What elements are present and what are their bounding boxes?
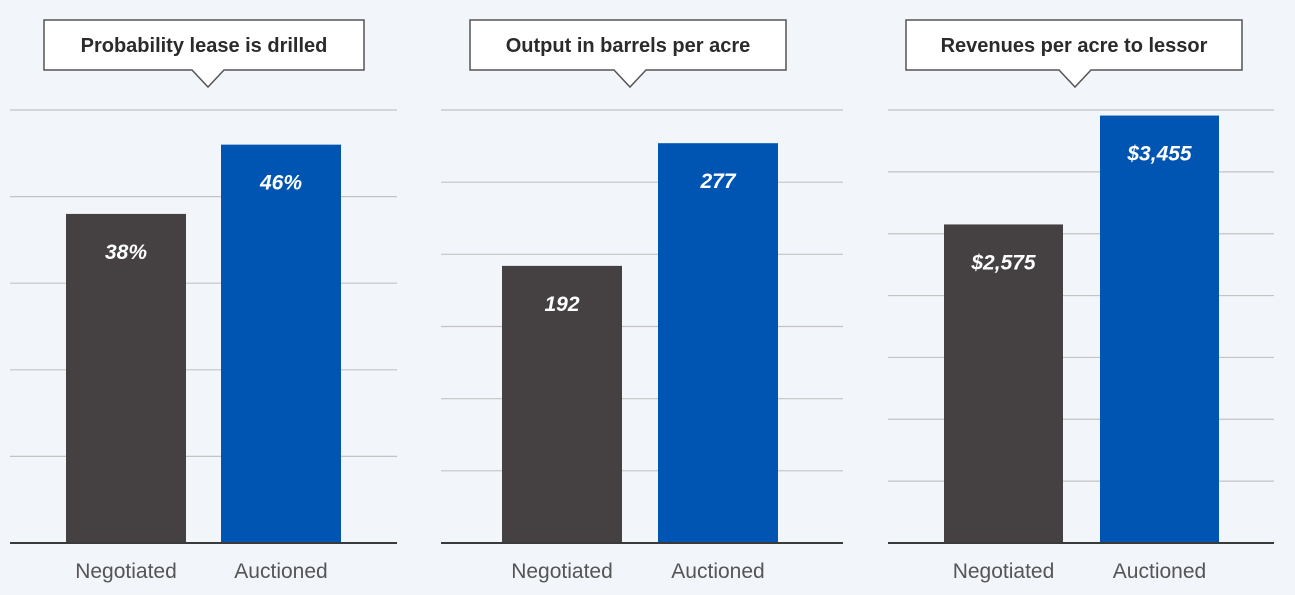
- value-label-negotiated-1: 38%: [105, 241, 147, 264]
- chart-title-3: Revenues per acre to lessor: [941, 35, 1208, 57]
- category-label-negotiated-3: Negotiated: [953, 560, 1055, 583]
- title-callout-1: [43, 19, 365, 89]
- chart-title-1: Probability lease is drilled: [81, 35, 328, 57]
- value-label-auctioned-2: 277: [699, 170, 736, 193]
- bar-negotiated-3: [944, 224, 1063, 543]
- category-label-negotiated-2: Negotiated: [511, 560, 613, 583]
- value-label-negotiated-2: 192: [544, 293, 579, 316]
- bar-auctioned-1: [221, 144, 341, 543]
- bar-negotiated-2: [502, 265, 622, 543]
- title-callout-2: [469, 19, 787, 89]
- value-label-auctioned-1: 46%: [259, 172, 302, 195]
- chart-title-2: Output in barrels per acre: [506, 35, 751, 57]
- bar-negotiated-1: [66, 213, 186, 544]
- category-label-negotiated-1: Negotiated: [75, 560, 177, 583]
- bar-auctioned-2: [658, 143, 778, 544]
- category-label-auctioned-3: Auctioned: [1113, 560, 1206, 583]
- title-callout-3: [905, 19, 1243, 89]
- value-label-negotiated-3: $2,575: [970, 251, 1036, 274]
- category-label-auctioned-2: Auctioned: [671, 560, 764, 583]
- value-label-auctioned-3: $3,455: [1126, 143, 1192, 166]
- category-label-auctioned-1: Auctioned: [234, 560, 327, 583]
- bar-auctioned-3: [1100, 115, 1219, 544]
